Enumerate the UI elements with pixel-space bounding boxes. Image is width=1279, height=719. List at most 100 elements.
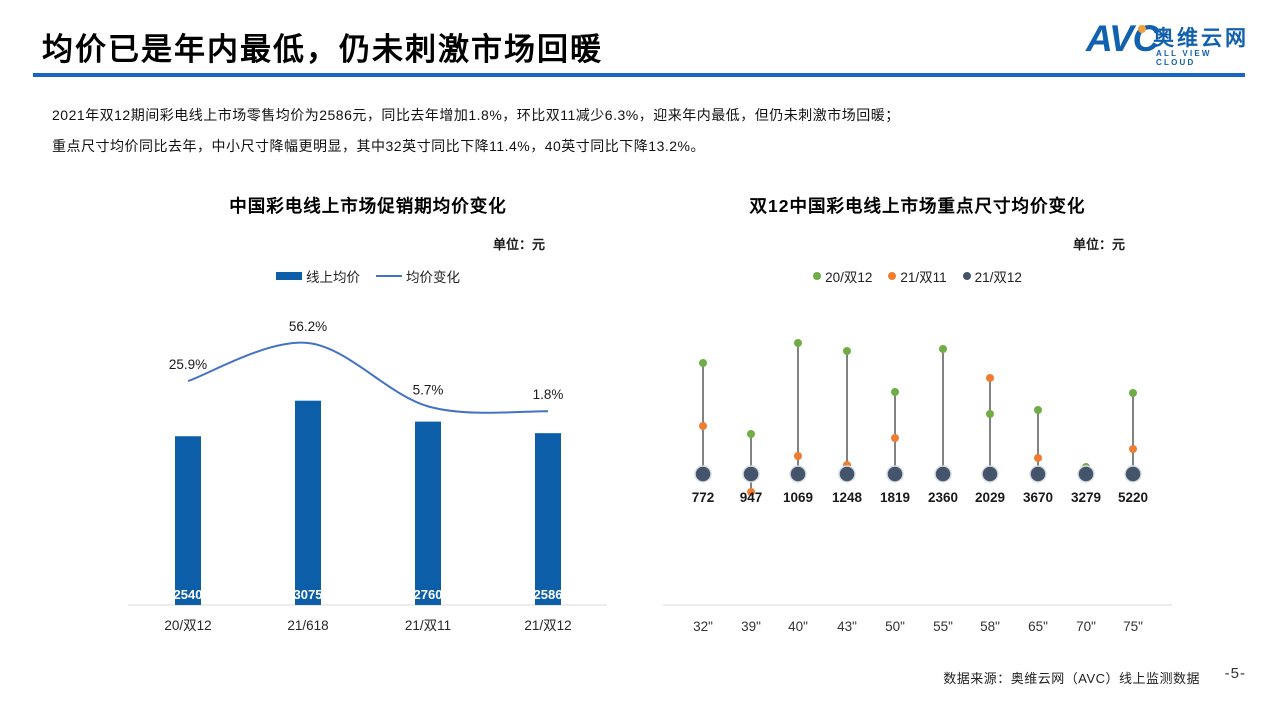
bar-value-label: 2540 [174, 587, 203, 602]
left-legend-item: 均价变化 [376, 266, 460, 286]
x-tick-label: 43" [837, 619, 857, 634]
dot-21-d12 [1124, 465, 1142, 483]
bar-value-label: 2586 [534, 587, 563, 602]
avc-logo-english: ALL VIEW CLOUD [1156, 49, 1212, 67]
left-legend-swatch-icon [276, 272, 302, 280]
right-chart-legend: 20/双12 21/双11 21/双12 [660, 266, 1175, 286]
dot-21-d12 [1077, 465, 1095, 483]
right-legend-label: 20/双12 [825, 270, 873, 285]
left-chart-legend: 线上均价 均价变化 [128, 266, 608, 286]
page-title: 均价已是年内最低，仍未刺激市场回暖 [42, 32, 603, 67]
chart-avg-price-by-promo: 中国彩电线上市场促销期均价变化 单位：元 线上均价 均价变化 2540 20/双12… [128, 190, 608, 660]
dot-21-d11 [699, 422, 707, 430]
right-chart-title: 双12中国彩电线上市场重点尺寸均价变化 [749, 196, 1086, 216]
dot-20-d12 [747, 430, 755, 438]
right-legend-swatch-icon [813, 272, 822, 280]
left-chart-plot: 2540 20/双12 3075 21/618 2760 21/双11 2586 21/双12… [128, 319, 607, 633]
dot-21-d12 [1029, 465, 1047, 483]
bar-value-label: 2760 [414, 587, 443, 602]
dot-21-d11 [986, 374, 994, 382]
bar [175, 436, 201, 605]
data-source-note: 数据来源：奥维云网（AVC）线上监测数据 [943, 671, 1200, 686]
dot-20-d12 [843, 347, 851, 355]
bar-value-label: 3075 [294, 587, 323, 602]
pct-label: 56.2% [289, 319, 327, 334]
value-label: 1248 [832, 490, 863, 505]
value-label: 1819 [880, 490, 910, 505]
x-tick-label: 40" [788, 619, 808, 634]
x-tick-label: 39" [741, 619, 761, 634]
pct-change-line [187, 341, 549, 414]
right-legend-label: 21/双11 [900, 270, 947, 285]
pct-label: 1.8% [533, 387, 564, 402]
x-tick-label: 50" [885, 619, 905, 634]
x-tick-label: 58" [980, 619, 1000, 634]
x-tick-label: 70" [1076, 619, 1096, 634]
value-label: 5220 [1118, 490, 1148, 505]
x-tick-label: 32" [693, 619, 713, 634]
left-legend-label: 线上均价 [306, 270, 360, 285]
avc-logo-orange-dot-icon [1138, 25, 1146, 33]
dot-21-d11 [794, 452, 802, 460]
right-legend-item: 20/双12 [813, 266, 872, 286]
bar [415, 421, 441, 605]
right-chart-plot: 772 32" 947 39" 1069 40" 1248 43" 1819 50" 2360 55"… [663, 339, 1172, 634]
bar [295, 400, 321, 605]
x-tick-label: 21/618 [287, 618, 328, 633]
dot-20-d12 [699, 359, 707, 367]
x-tick-label: 20/双12 [164, 618, 211, 633]
avc-logo-chinese: 奥维云网 [1153, 27, 1249, 50]
dot-20-d12 [986, 410, 994, 418]
right-legend-item: 21/双12 [962, 266, 1022, 286]
avc-logo-text: AVC [1086, 18, 1159, 59]
dot-21-d12 [981, 465, 999, 483]
x-tick-label: 21/双12 [524, 618, 571, 633]
value-label: 947 [740, 490, 763, 505]
dot-21-d12 [934, 465, 952, 483]
right-chart-unit-label: 单位：元 [1072, 237, 1125, 252]
pct-label: 25.9% [169, 357, 207, 372]
dot-20-d12 [1034, 406, 1042, 414]
right-legend-swatch-icon [888, 272, 897, 280]
left-legend-label: 均价变化 [406, 270, 460, 285]
right-legend-label: 21/双12 [974, 270, 1022, 285]
x-tick-label: 65" [1028, 619, 1048, 634]
value-label: 2029 [975, 490, 1005, 505]
dot-21-d12 [694, 465, 712, 483]
value-label: 772 [692, 490, 715, 505]
x-tick-label: 75" [1123, 619, 1143, 634]
x-tick-label: 21/双11 [405, 618, 451, 633]
left-chart-unit-label: 单位：元 [492, 237, 545, 252]
value-label: 1069 [783, 490, 813, 505]
value-label: 3670 [1023, 490, 1053, 505]
dot-20-d12 [891, 388, 899, 396]
left-legend-item: 线上均价 [276, 266, 360, 286]
dot-21-d12 [742, 465, 760, 483]
dot-21-d12 [838, 465, 856, 483]
dot-21-d11 [747, 488, 755, 496]
title-underline [33, 73, 1245, 77]
summary-line-2: 重点尺寸均价同比去年，中小尺寸降幅更明显，其中32英寸同比下降11.4%，40英… [52, 138, 705, 154]
dot-21-d12 [886, 465, 904, 483]
bar [535, 433, 561, 605]
right-legend-item: 21/双11 [888, 266, 947, 286]
value-label: 2360 [928, 490, 958, 505]
x-tick-label: 55" [933, 619, 953, 634]
value-label: 3279 [1071, 490, 1101, 505]
left-chart-title: 中国彩电线上市场促销期均价变化 [229, 196, 507, 216]
dot-20-d12 [939, 345, 947, 353]
right-legend-swatch-icon [962, 272, 971, 280]
left-legend-swatch-icon [376, 274, 402, 278]
dot-21-d12 [789, 465, 807, 483]
dot-21-d11 [1034, 454, 1042, 462]
dot-21-d11 [891, 434, 899, 442]
dot-21-d11 [1129, 445, 1137, 453]
summary-text: 2021年双12期间彩电线上市场零售均价为2586元，同比去年增加1.8%，环比… [52, 100, 1172, 162]
dot-20-d12 [1129, 389, 1137, 397]
dot-20-d12 [794, 339, 802, 347]
avc-logo: AVC 奥维云网 ALL VIEW CLOUD [1086, 18, 1251, 67]
pct-label: 5.7% [413, 382, 444, 397]
page-number: -5- [1224, 665, 1246, 682]
chart-avg-price-by-size: 双12中国彩电线上市场重点尺寸均价变化 单位：元 20/双12 21/双11 21/… [660, 190, 1175, 660]
